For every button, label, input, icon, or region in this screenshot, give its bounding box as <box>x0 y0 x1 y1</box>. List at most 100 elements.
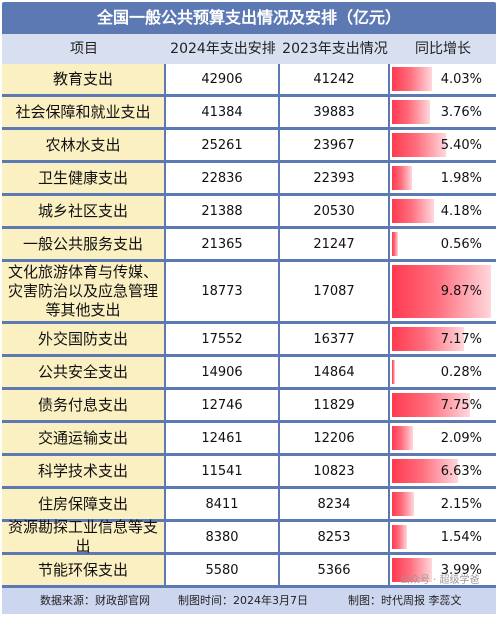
growth-bar <box>392 426 413 450</box>
growth-bar <box>392 459 458 483</box>
growth-percent: 1.98% <box>440 170 482 186</box>
growth-bar <box>392 232 398 256</box>
table-row: 文化旅游体育与传媒、灾害防治以及应急管理等其他支出 18773 17087 9.87% <box>2 262 496 324</box>
table-row: 城乡社区支出 21388 20530 4.18% <box>2 196 496 229</box>
growth-percent: 3.76% <box>440 104 482 120</box>
row-2024-value: 5580 <box>166 555 280 588</box>
growth-bar <box>392 393 470 417</box>
row-2024-value: 25261 <box>166 130 280 163</box>
table-row: 交通运输支出 12461 12206 2.09% <box>2 423 496 456</box>
growth-percent: 5.40% <box>440 137 482 153</box>
row-2024-value: 12461 <box>166 423 280 456</box>
row-2023-value: 17087 <box>280 262 390 324</box>
row-2023-value: 16377 <box>280 324 390 357</box>
row-growth-cell: 3.76% <box>390 97 496 130</box>
table-row: 农林水支出 25261 23967 5.40% <box>2 130 496 163</box>
row-item-name: 农林水支出 <box>2 130 166 163</box>
growth-percent: 3.99% <box>440 562 482 578</box>
row-2023-value: 22393 <box>280 163 390 196</box>
row-2023-value: 20530 <box>280 196 390 229</box>
row-2024-value: 21388 <box>166 196 280 229</box>
row-2024-value: 22836 <box>166 163 280 196</box>
growth-percent: 2.15% <box>440 496 482 512</box>
row-growth-cell: 7.75% <box>390 390 496 423</box>
row-2023-value: 21247 <box>280 229 390 262</box>
table-row: 卫生健康支出 22836 22393 1.98% <box>2 163 496 196</box>
table-row: 住房保障支出 8411 8234 2.15% <box>2 489 496 522</box>
row-2024-value: 41384 <box>166 97 280 130</box>
table-row: 外交国防支出 17552 16377 7.17% <box>2 324 496 357</box>
header-item: 项目 <box>70 41 98 57</box>
row-2023-value: 23967 <box>280 130 390 163</box>
growth-bar <box>392 67 432 91</box>
row-item-name: 资源勘探工业信息等支出 <box>2 518 166 555</box>
row-growth-cell: 9.87% <box>390 262 496 324</box>
row-item-name: 外交国防支出 <box>2 324 166 357</box>
table-row: 科学技术支出 11541 10823 6.63% <box>2 456 496 489</box>
table-footer: 数据来源：财政部官网 制图时间：2024年3月7日 制图：时代周报 李蕊文 公众… <box>2 575 496 614</box>
row-2024-value: 18773 <box>166 262 280 324</box>
growth-bar <box>392 199 434 223</box>
table-frame: 全国一般公共预算支出情况及安排（亿元） 项目 2024年支出安排 2023年支出… <box>2 2 496 614</box>
header-growth: 同比增长 <box>415 41 471 57</box>
row-growth-cell: 1.98% <box>390 163 496 196</box>
growth-bar <box>392 166 412 190</box>
row-2023-value: 11829 <box>280 390 390 423</box>
row-2024-value: 42906 <box>166 64 280 97</box>
growth-bar <box>392 265 491 318</box>
table-row: 教育支出 42906 41242 4.03% <box>2 64 496 97</box>
footer-source: 数据来源：财政部官网 <box>40 594 150 607</box>
table-row: 社会保障和就业支出 41384 39883 3.76% <box>2 97 496 130</box>
growth-percent: 0.28% <box>440 364 482 380</box>
growth-bar <box>392 100 430 124</box>
table-title: 全国一般公共预算支出情况及安排（亿元） <box>96 8 401 27</box>
row-growth-cell: 2.15% <box>390 489 496 522</box>
growth-bar <box>392 360 395 384</box>
row-item-name: 债务付息支出 <box>2 390 166 423</box>
row-item-name: 公共安全支出 <box>2 357 166 390</box>
footer-maker: 制图：时代周报 李蕊文 <box>348 594 462 607</box>
row-2024-value: 11541 <box>166 456 280 489</box>
header-2023: 2023年支出情况 <box>282 41 388 57</box>
row-item-name: 社会保障和就业支出 <box>2 97 166 130</box>
row-item-name: 住房保障支出 <box>2 489 166 522</box>
row-2024-value: 17552 <box>166 324 280 357</box>
growth-percent: 0.56% <box>440 236 482 252</box>
header-2024: 2024年支出安排 <box>170 41 276 57</box>
row-2023-value: 12206 <box>280 423 390 456</box>
row-item-name: 交通运输支出 <box>2 423 166 456</box>
row-growth-cell: 1.54% <box>390 522 496 555</box>
row-2024-value: 8380 <box>166 522 280 555</box>
growth-percent: 4.03% <box>440 71 482 87</box>
row-2024-value: 14906 <box>166 357 280 390</box>
growth-bar <box>392 133 446 157</box>
row-growth-cell: 0.56% <box>390 229 496 262</box>
row-2023-value: 5366 <box>280 555 390 588</box>
footer-time: 制图时间：2024年3月7日 <box>178 594 308 607</box>
row-item-name: 城乡社区支出 <box>2 196 166 229</box>
row-item-name: 卫生健康支出 <box>2 163 166 196</box>
row-growth-cell: 6.63% <box>390 456 496 489</box>
table-row: 节能环保支出 5580 5366 3.99% <box>2 555 496 588</box>
row-item-name: 文化旅游体育与传媒、灾害防治以及应急管理等其他支出 <box>2 262 166 324</box>
growth-percent: 7.17% <box>440 331 482 347</box>
table-row: 公共安全支出 14906 14864 0.28% <box>2 357 496 390</box>
watermark: 公众号 · 超级学爸 <box>400 575 480 586</box>
table-row: 资源勘探工业信息等支出 8380 8253 1.54% <box>2 518 496 555</box>
row-item-name: 节能环保支出 <box>2 555 166 588</box>
row-2023-value: 41242 <box>280 64 390 97</box>
growth-percent: 2.09% <box>440 430 482 446</box>
growth-percent: 9.87% <box>440 284 482 299</box>
row-item-name: 教育支出 <box>2 64 166 97</box>
row-growth-cell: 4.03% <box>390 64 496 97</box>
row-2024-value: 12746 <box>166 390 280 423</box>
table-row: 债务付息支出 12746 11829 7.75% <box>2 390 496 423</box>
row-2023-value: 10823 <box>280 456 390 489</box>
growth-bar <box>392 327 464 351</box>
row-growth-cell: 5.40% <box>390 130 496 163</box>
row-2023-value: 8253 <box>280 522 390 555</box>
table-row: 一般公共服务支出 21365 21247 0.56% <box>2 229 496 262</box>
growth-percent: 7.75% <box>440 397 482 413</box>
growth-bar <box>392 558 432 582</box>
row-growth-cell: 4.18% <box>390 196 496 229</box>
